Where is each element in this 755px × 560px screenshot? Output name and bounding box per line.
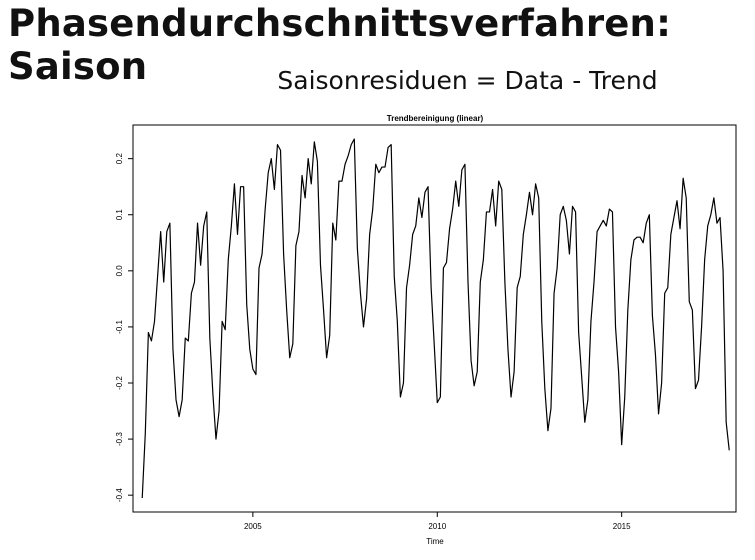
x-tick-label: 2015 — [613, 522, 631, 531]
x-tick-label: 2005 — [244, 522, 262, 531]
y-tick-label: 0.1 — [115, 209, 124, 221]
slide-subtitle: Saisonresiduen = Data - Trend — [277, 66, 658, 95]
x-axis: 2005 2010 2015 — [244, 512, 631, 531]
y-axis: -0.4 -0.3 -0.2 -0.1 0.0 0.1 0.2 — [115, 153, 133, 502]
x-axis-label: Time — [426, 537, 444, 546]
y-tick-label: -0.3 — [115, 432, 124, 446]
series-line — [141, 138, 730, 499]
chart-title: Trendbereinigung (linear) — [387, 114, 484, 123]
y-tick-label: 0.2 — [115, 153, 124, 165]
plot-frame — [132, 124, 737, 513]
x-tick-label: 2010 — [428, 522, 446, 531]
y-tick-label: 0.0 — [115, 265, 124, 277]
y-tick-label: -0.1 — [115, 319, 124, 333]
y-tick-label: -0.4 — [115, 488, 124, 502]
slide-title: Phasendurchschnittsverfahren: Saison — [8, 2, 672, 88]
y-tick-label: -0.2 — [115, 376, 124, 390]
